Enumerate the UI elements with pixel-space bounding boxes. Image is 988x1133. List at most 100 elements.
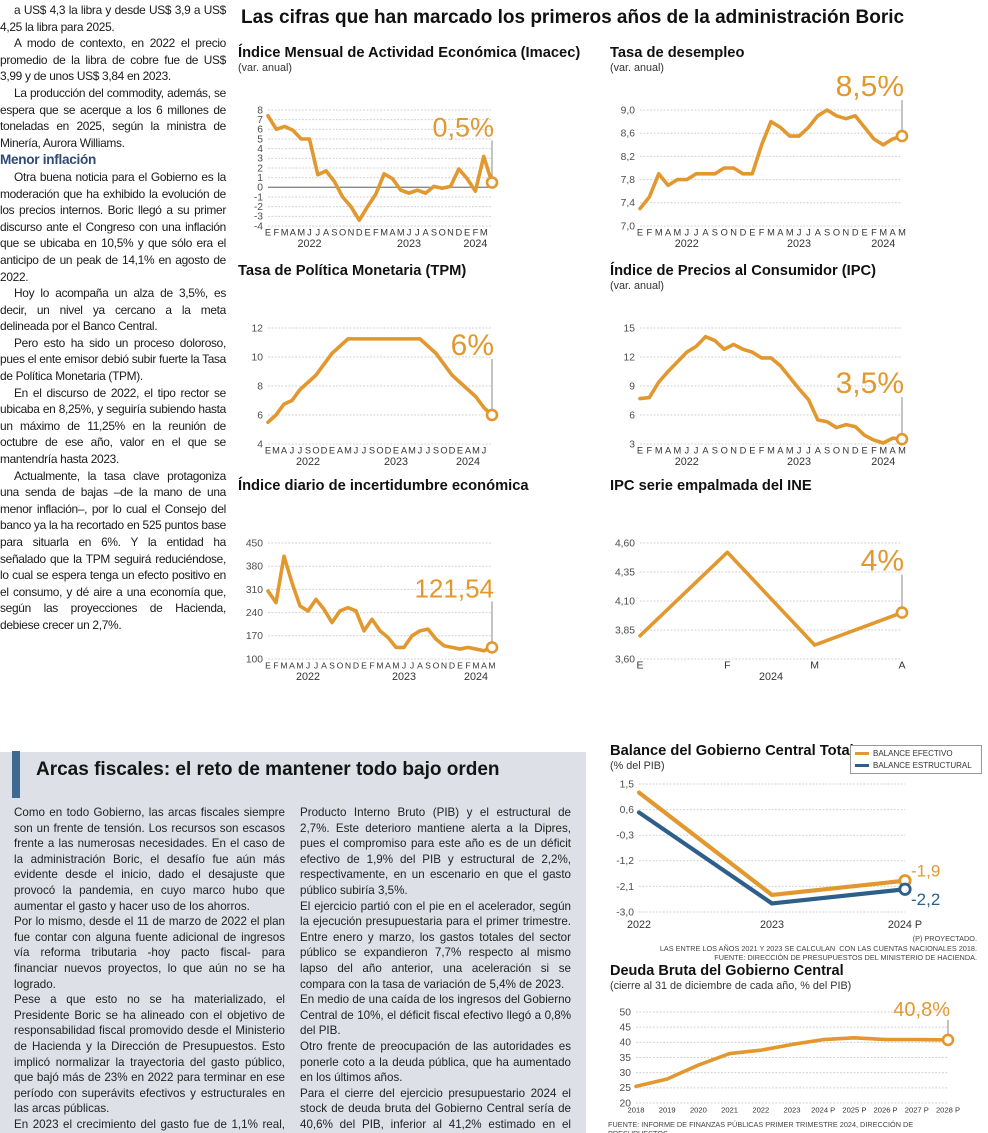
svg-text:F: F (273, 661, 278, 671)
svg-text:D: D (385, 446, 392, 456)
svg-text:D: D (852, 228, 859, 238)
svg-text:E: E (861, 228, 867, 238)
svg-text:12: 12 (252, 323, 264, 334)
svg-text:3,5%: 3,5% (836, 367, 904, 400)
svg-text:25: 25 (620, 1083, 632, 1094)
svg-text:8,5%: 8,5% (836, 76, 904, 103)
svg-text:M: M (898, 446, 906, 456)
svg-text:O: O (833, 228, 840, 238)
svg-text:8: 8 (257, 381, 263, 392)
svg-text:M: M (472, 661, 479, 671)
svg-text:E: E (749, 228, 755, 238)
svg-text:E: E (457, 446, 463, 456)
svg-text:2024: 2024 (759, 671, 783, 681)
svg-text:2028 P: 2028 P (936, 1106, 960, 1115)
svg-text:O: O (376, 446, 383, 456)
svg-text:2023: 2023 (784, 1106, 801, 1115)
svg-text:6: 6 (257, 410, 263, 421)
svg-text:M: M (397, 228, 405, 238)
svg-text:M: M (767, 228, 775, 238)
svg-text:2022: 2022 (297, 238, 321, 248)
svg-text:M: M (297, 228, 305, 238)
svg-text:A: A (665, 228, 672, 238)
svg-text:M: M (280, 661, 287, 671)
svg-text:2024: 2024 (871, 456, 895, 466)
svg-text:M: M (898, 228, 906, 238)
svg-text:2022: 2022 (752, 1106, 769, 1115)
svg-text:J: J (694, 446, 699, 456)
svg-text:3,60: 3,60 (615, 654, 635, 665)
svg-text:10: 10 (252, 352, 264, 363)
svg-text:7,0: 7,0 (621, 221, 636, 232)
svg-text:N: N (730, 446, 737, 456)
svg-text:2019: 2019 (659, 1106, 676, 1115)
svg-text:O: O (337, 661, 344, 671)
svg-text:J: J (362, 446, 367, 456)
svg-text:A: A (665, 446, 672, 456)
svg-text:7,8: 7,8 (621, 175, 636, 186)
svg-text:-0,3: -0,3 (616, 831, 634, 842)
svg-text:J: J (307, 228, 312, 238)
svg-text:M: M (380, 228, 388, 238)
svg-text:A: A (281, 446, 288, 456)
svg-text:N: N (730, 228, 737, 238)
svg-text:2023: 2023 (787, 238, 811, 248)
svg-text:4,35: 4,35 (615, 567, 635, 578)
svg-text:D: D (356, 228, 363, 238)
svg-text:2022: 2022 (675, 456, 699, 466)
svg-text:A: A (777, 228, 784, 238)
svg-text:J: J (694, 228, 699, 238)
svg-text:S: S (433, 446, 439, 456)
svg-text:2023: 2023 (392, 671, 416, 681)
svg-text:J: J (684, 446, 689, 456)
svg-text:A: A (401, 446, 408, 456)
svg-text:O: O (339, 228, 346, 238)
svg-text:M: M (408, 446, 416, 456)
svg-text:F: F (871, 446, 877, 456)
svg-text:380: 380 (246, 562, 263, 573)
svg-text:-4: -4 (254, 221, 263, 232)
svg-text:O: O (721, 228, 728, 238)
svg-text:O: O (833, 446, 840, 456)
svg-text:2024: 2024 (463, 238, 487, 248)
svg-text:M: M (786, 446, 794, 456)
svg-text:4,60: 4,60 (615, 538, 635, 549)
svg-text:F: F (465, 661, 470, 671)
svg-text:2024: 2024 (456, 456, 480, 466)
svg-text:4: 4 (257, 439, 263, 450)
svg-text:E: E (861, 446, 867, 456)
svg-text:2024: 2024 (464, 671, 488, 681)
svg-text:2023: 2023 (760, 919, 784, 930)
svg-text:E: E (265, 228, 271, 238)
svg-text:40,8%: 40,8% (893, 999, 950, 1021)
svg-text:100: 100 (246, 654, 263, 665)
svg-text:M: M (674, 446, 682, 456)
svg-text:S: S (712, 228, 718, 238)
svg-text:40: 40 (620, 1038, 632, 1049)
svg-text:6: 6 (629, 410, 635, 421)
svg-text:A: A (385, 661, 391, 671)
svg-text:N: N (441, 661, 447, 671)
svg-text:F: F (724, 660, 730, 672)
svg-text:2022: 2022 (296, 456, 320, 466)
svg-text:N: N (345, 661, 351, 671)
svg-text:2023: 2023 (787, 456, 811, 466)
svg-text:50: 50 (620, 1007, 632, 1018)
svg-text:O: O (312, 446, 319, 456)
svg-text:A: A (481, 661, 487, 671)
svg-text:0,6: 0,6 (620, 805, 635, 816)
svg-text:M: M (488, 661, 495, 671)
svg-text:A: A (777, 446, 784, 456)
svg-text:S: S (824, 446, 830, 456)
svg-text:M: M (472, 446, 480, 456)
svg-text:M: M (376, 661, 383, 671)
svg-text:E: E (457, 661, 463, 671)
svg-text:M: M (480, 228, 488, 238)
svg-text:1,5: 1,5 (620, 779, 635, 790)
svg-text:E: E (265, 661, 271, 671)
svg-text:S: S (331, 228, 337, 238)
svg-text:E: E (393, 446, 399, 456)
svg-text:E: E (464, 228, 470, 238)
svg-text:6%: 6% (451, 329, 494, 362)
svg-text:N: N (348, 228, 355, 238)
